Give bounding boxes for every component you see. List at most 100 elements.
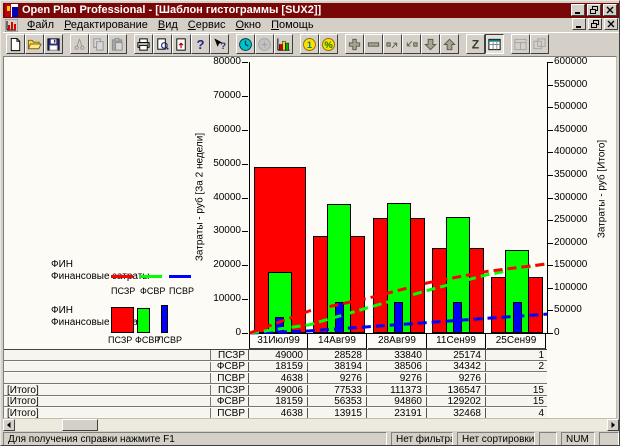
restore-button[interactable] <box>587 4 601 16</box>
menu-item-view[interactable]: Вид <box>157 18 178 31</box>
minimize-button[interactable] <box>571 4 585 16</box>
toolbar-separator <box>459 34 466 54</box>
row-group-cell: [Итого] <box>4 397 211 406</box>
value-cell: 9276 <box>427 373 486 383</box>
right-axis-tick <box>547 130 553 131</box>
row-resource-cell: ПСЗР <box>211 385 249 395</box>
right-axis-tick-label: 300000 <box>554 192 588 203</box>
value-cell-clipped: 4 <box>538 408 544 418</box>
minus-icon[interactable] <box>364 34 383 54</box>
menu-item-service[interactable]: Сервис <box>187 18 226 31</box>
menu-item-file[interactable]: Файл <box>27 18 55 31</box>
cost-coin-icon[interactable] <box>255 34 274 54</box>
right-axis-tick-label: 400000 <box>554 146 588 157</box>
save-icon[interactable] <box>44 34 63 54</box>
row-group-cell <box>4 350 211 360</box>
right-axis-tick <box>547 198 553 199</box>
value-cell-clipped: 2 <box>538 362 544 371</box>
right-axis-tick <box>547 62 553 63</box>
table-top-border <box>4 349 547 350</box>
child-close-icon[interactable] <box>604 18 618 30</box>
date-cell: 31Июл99 <box>249 333 308 349</box>
right-axis-tick <box>547 152 553 153</box>
scroll-left-icon[interactable] <box>3 419 15 431</box>
svg-text:?: ? <box>196 37 204 52</box>
value-cell: 33840 <box>368 350 427 360</box>
toolbar-separator <box>293 34 300 54</box>
window-title: Open Plan Professional - [Шаблон гистогр… <box>22 4 322 16</box>
value-cell: 4638 <box>249 373 308 383</box>
row-group-cell: [Итого] <box>4 385 211 395</box>
paste-icon[interactable] <box>108 34 127 54</box>
row-resource-cell: ФСВР <box>211 397 249 406</box>
row-group-cell <box>4 373 211 383</box>
date-cell: 28Авг99 <box>368 333 427 349</box>
histogram-document-icon[interactable] <box>4 18 19 32</box>
open-folder-icon[interactable] <box>25 34 44 54</box>
print-preview-icon[interactable] <box>153 34 172 54</box>
plus-icon[interactable] <box>345 34 364 54</box>
close-icon[interactable] <box>603 4 617 16</box>
status-blank-2 <box>599 432 619 445</box>
window-cascade-icon[interactable] <box>530 34 549 54</box>
right-axis-tick <box>547 243 553 244</box>
left-axis-tick <box>242 198 248 199</box>
menu-item-edit[interactable]: Редактирование <box>64 18 148 31</box>
left-axis-tick-label: 80000 <box>213 56 241 67</box>
table-row: [Итого] ПСВР 4638 13915 23191 32468 4 <box>4 408 547 418</box>
scrollbar-thumb[interactable] <box>62 419 98 431</box>
titlebar: Open Plan Professional - [Шаблон гистогр… <box>3 3 619 18</box>
right-axis-tick <box>547 220 553 221</box>
scroll-right-icon[interactable] <box>607 419 619 431</box>
value-cell: 38194 <box>308 362 367 371</box>
print-icon[interactable] <box>134 34 153 54</box>
window-tile-icon[interactable] <box>511 34 530 54</box>
value-cell: 34342 <box>427 362 486 371</box>
child-restore-button[interactable] <box>588 18 602 30</box>
collapse-arrow-icon[interactable] <box>402 34 421 54</box>
new-document-icon[interactable] <box>6 34 25 54</box>
left-axis-tick-label: 20000 <box>213 259 241 270</box>
left-axis-tick-label: 30000 <box>213 225 241 236</box>
value-cell: 111373 <box>368 385 427 395</box>
right-axis-tick <box>547 175 553 176</box>
help-icon[interactable]: ? <box>191 34 210 54</box>
currency-coin-icon[interactable]: 1 <box>300 34 319 54</box>
histogram-icon[interactable] <box>274 34 293 54</box>
grid-view-icon[interactable] <box>485 34 504 54</box>
status-sort: Нет сортировки <box>457 432 535 445</box>
context-help-icon[interactable]: ? <box>210 34 229 54</box>
value-cell: 28528 <box>308 350 367 360</box>
value-cell: 49006 <box>249 385 308 395</box>
left-axis-tick-label: 40000 <box>213 192 241 203</box>
row-resource-cell: ФСВР <box>211 362 249 371</box>
child-minimize-button[interactable] <box>572 18 586 30</box>
copy-icon[interactable] <box>89 34 108 54</box>
chart-line-ФСВР <box>249 262 548 335</box>
value-cell: 18159 <box>249 362 308 371</box>
percent-icon[interactable]: % <box>319 34 338 54</box>
right-axis-tick <box>547 265 553 266</box>
value-cell-clipped: 15 <box>532 385 544 395</box>
arrow-up-icon[interactable] <box>440 34 459 54</box>
horizontal-scrollbar[interactable] <box>3 419 619 431</box>
line-legend-title: ФИН <box>51 259 74 270</box>
menu-item-help[interactable]: Помощь <box>271 18 314 31</box>
left-axis-tick <box>242 164 248 165</box>
right-axis-tick <box>547 85 553 86</box>
arrow-down-icon[interactable] <box>421 34 440 54</box>
page-up-arrows-icon[interactable] <box>172 34 191 54</box>
toolbar-separator <box>504 34 511 54</box>
menu-item-window[interactable]: Окно <box>235 18 262 31</box>
bar-legend-swatch-ПСВР <box>161 305 168 333</box>
date-cell: 11Сен99 <box>427 333 486 349</box>
cumulative-lines-layer <box>249 262 548 335</box>
sort-z-icon[interactable]: Z <box>466 34 485 54</box>
time-clock-icon[interactable] <box>236 34 255 54</box>
expand-arrow-icon[interactable] <box>383 34 402 54</box>
line-legend-swatch-ФСВР <box>140 275 162 278</box>
bar-legend-swatch-ПСЗР <box>111 307 134 333</box>
cut-icon[interactable] <box>70 34 89 54</box>
table-row: ПСВР 4638 9276 9276 9276 <box>4 373 547 384</box>
